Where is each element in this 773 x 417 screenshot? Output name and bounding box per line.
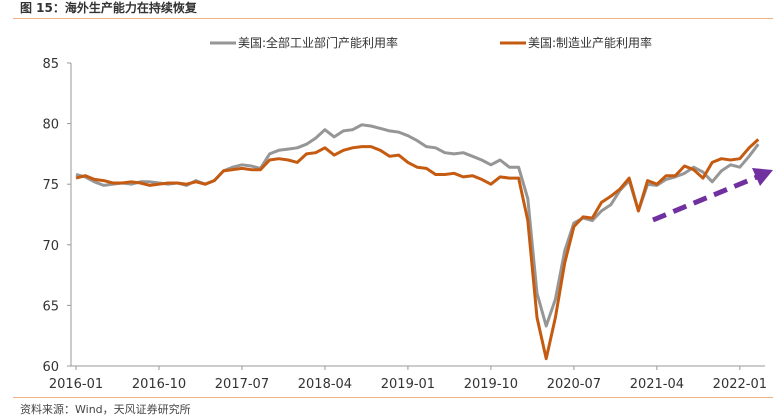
trend-arrow — [652, 174, 758, 223]
top-divider — [13, 18, 773, 19]
figure-title: 图 15：海外生产能力在持续恢复 — [20, 1, 197, 15]
x-tick-label: 2018-04 — [298, 377, 352, 392]
y-tick-label: 65 — [42, 299, 59, 314]
x-tick-label: 2016-01 — [49, 377, 103, 392]
x-tick-label: 2022-01 — [713, 377, 767, 392]
y-tick-label: 75 — [42, 178, 59, 193]
source-note: 资料来源：Wind，天风证券研究所 — [20, 403, 191, 416]
x-tick-label: 2020-07 — [547, 377, 601, 392]
x-tick-label: 2021-04 — [630, 377, 684, 392]
x-tick-label: 2019-10 — [464, 377, 518, 392]
x-tick-label: 2019-01 — [381, 377, 435, 392]
legend-label: 美国:制造业产能利用率 — [528, 35, 652, 50]
series-line-manufacturing — [75, 138, 760, 361]
bottom-divider — [13, 397, 773, 398]
legend-label: 美国:全部工业部门产能利用率 — [238, 35, 398, 50]
x-tick-label: 2017-07 — [215, 377, 269, 392]
series-line-all-industry — [75, 123, 760, 328]
x-tick-label: 2016-10 — [132, 377, 186, 392]
y-tick-label: 60 — [42, 360, 59, 375]
trend-arrow-head — [752, 168, 773, 186]
y-tick-label: 80 — [42, 118, 59, 133]
y-tick-label: 85 — [42, 57, 59, 72]
y-tick-label: 70 — [42, 239, 59, 254]
